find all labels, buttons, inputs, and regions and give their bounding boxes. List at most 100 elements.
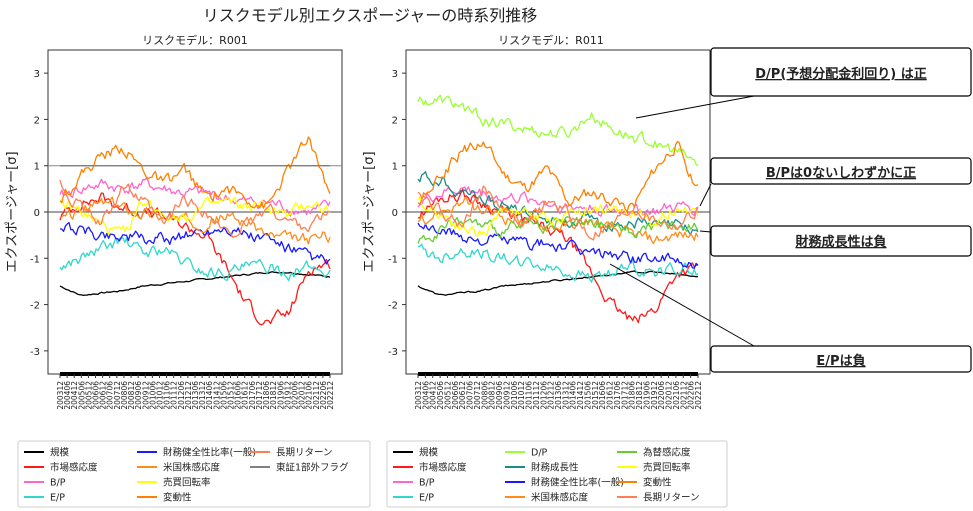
x-tick-label: 200606 bbox=[92, 381, 101, 410]
x-tick-label: 201306 bbox=[191, 381, 200, 410]
y-tick-label: 2 bbox=[392, 115, 398, 126]
x-tick-label: 201412 bbox=[576, 381, 585, 410]
x-tick-label: 202106 bbox=[672, 381, 681, 410]
series-line bbox=[59, 192, 331, 326]
legend-label: 米国株感応度 bbox=[531, 492, 589, 504]
legend-label: D/P bbox=[531, 448, 548, 459]
x-tick-label: 202206 bbox=[319, 381, 328, 410]
series-line bbox=[417, 270, 699, 296]
y-axis-label: エクスポージャー[σ] bbox=[362, 151, 377, 272]
series-line bbox=[417, 196, 699, 237]
series-line bbox=[417, 243, 699, 283]
y-tick-label: -1 bbox=[388, 254, 398, 265]
legend-label: B/P bbox=[419, 478, 435, 489]
x-tick-label: 201606 bbox=[598, 381, 607, 410]
x-tick-label: 201012 bbox=[517, 381, 526, 410]
x-tick-label: 201012 bbox=[155, 381, 164, 410]
series-line bbox=[59, 179, 330, 239]
x-tick-label: 201006 bbox=[148, 381, 157, 410]
x-tick-label: 201806 bbox=[262, 381, 271, 410]
series-line bbox=[59, 271, 331, 297]
plot-area: -3 -2 -1 0 1 2 3 200312200406200412200506200512… bbox=[30, 49, 343, 410]
x-tick-label: 200412 bbox=[429, 381, 438, 410]
x-tick-label: 200406 bbox=[63, 381, 72, 410]
annotation-box bbox=[710, 225, 972, 257]
series-line bbox=[59, 221, 331, 265]
x-tick-label: 202006 bbox=[657, 381, 666, 410]
legend-label: 規模 bbox=[419, 447, 439, 459]
annotation-box bbox=[710, 345, 972, 373]
x-tick-label: 200706 bbox=[466, 381, 475, 410]
x-tick-label: 201706 bbox=[248, 381, 257, 410]
chart-r011: リスクモデル：R011 エクスポージャー[σ] -3 -2 -1 0 1 2 3 200312… bbox=[362, 33, 711, 410]
y-tick-label: -2 bbox=[388, 301, 398, 312]
legend-label: 為替感応度 bbox=[643, 447, 691, 459]
annotation-text: E/Pは負 bbox=[816, 353, 865, 369]
x-tick-label: 200806 bbox=[120, 381, 129, 410]
series-line bbox=[59, 196, 331, 235]
x-tick-label: 202212 bbox=[326, 381, 335, 410]
annotation-leader bbox=[635, 95, 755, 119]
annotation-leader bbox=[609, 263, 755, 347]
x-tick-label: 201806 bbox=[628, 381, 637, 410]
x-tick-label: 202112 bbox=[312, 381, 321, 410]
legend-label: 売買回転率 bbox=[163, 477, 211, 489]
x-tick-label: 201812 bbox=[269, 381, 278, 410]
series-line bbox=[59, 237, 331, 282]
x-tick-label: 202006 bbox=[290, 381, 299, 410]
x-tick-label: 200906 bbox=[134, 381, 143, 410]
annotation-box bbox=[710, 157, 972, 185]
x-tick-label: 200612 bbox=[458, 381, 467, 410]
y-tick-label: 2 bbox=[34, 115, 40, 126]
x-tick-label: 200712 bbox=[473, 381, 482, 410]
legend-label: 変動性 bbox=[643, 477, 672, 489]
annotation-text: D/P(予想分配金利回り) は正 bbox=[755, 66, 926, 82]
legend-label: 変動性 bbox=[163, 492, 192, 504]
x-tick-label: 202012 bbox=[665, 381, 674, 410]
chart-title: リスクモデル：R001 bbox=[142, 33, 248, 47]
legend-label: 長期リターン bbox=[276, 448, 333, 459]
x-tick-label: 201912 bbox=[650, 381, 659, 410]
annotation-text: B/Pは0ないしわずかに正 bbox=[766, 165, 916, 181]
x-tick-label: 200512 bbox=[84, 381, 93, 410]
annotation-text: 財務成長性は負 bbox=[794, 234, 886, 250]
y-tick-label: 0 bbox=[392, 208, 398, 219]
x-tick-label: 200412 bbox=[70, 381, 79, 410]
y-tick-label: -2 bbox=[30, 301, 40, 312]
x-tick-label: 201812 bbox=[635, 381, 644, 410]
x-tick-label: 201506 bbox=[583, 381, 592, 410]
legend-label: 米国株感応度 bbox=[163, 462, 221, 474]
x-tick-label: 201106 bbox=[525, 381, 534, 410]
x-tick-label: 200512 bbox=[443, 381, 452, 410]
series-line bbox=[417, 222, 699, 269]
x-tick-label: 200712 bbox=[113, 381, 122, 410]
x-tick-label: 201306 bbox=[554, 381, 563, 410]
series-line bbox=[59, 196, 331, 245]
x-tick-label: 200912 bbox=[141, 381, 150, 410]
x-tick-label: 201212 bbox=[184, 381, 193, 410]
legend-label: 財務健全性比率(一般) bbox=[531, 477, 624, 489]
x-tick-label: 201512 bbox=[227, 381, 236, 410]
y-tick-label: 3 bbox=[392, 69, 398, 80]
series-line bbox=[59, 136, 331, 209]
legend-label: 東証1部外フラグ bbox=[276, 462, 349, 474]
x-tick-label: 201612 bbox=[606, 381, 615, 410]
series-line bbox=[417, 140, 699, 213]
x-tick-label: 200912 bbox=[502, 381, 511, 410]
x-tick-label: 201912 bbox=[283, 381, 292, 410]
legend-label: 規模 bbox=[50, 447, 70, 459]
x-tick-label: 200812 bbox=[488, 381, 497, 410]
x-tick-label: 201112 bbox=[170, 381, 179, 410]
x-tick-label: 201712 bbox=[620, 381, 629, 410]
x-tick-label: 201512 bbox=[591, 381, 600, 410]
x-tick-label: 201106 bbox=[163, 381, 172, 410]
legend-label: E/P bbox=[50, 493, 65, 504]
x-tick-label: 200312 bbox=[56, 381, 65, 410]
legend-label: 売買回転率 bbox=[643, 462, 691, 474]
y-tick-label: 1 bbox=[34, 162, 40, 173]
x-tick-label: 200706 bbox=[106, 381, 115, 410]
y-tick-label: 1 bbox=[392, 162, 398, 173]
x-tick-label: 201606 bbox=[234, 381, 243, 410]
